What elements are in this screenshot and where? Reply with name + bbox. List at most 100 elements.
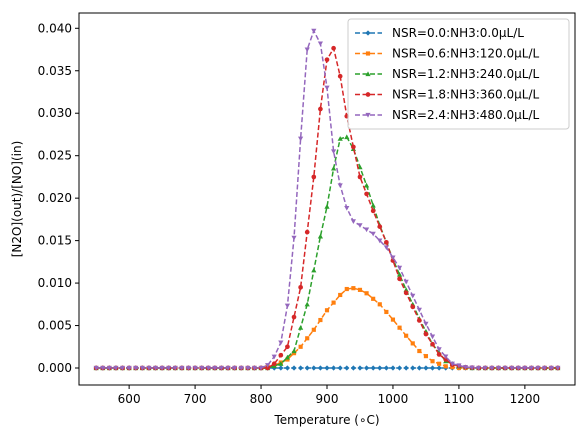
series-point	[331, 45, 336, 51]
series-point	[416, 365, 422, 371]
series-point	[370, 365, 376, 371]
series-point	[298, 365, 304, 371]
series-point	[397, 276, 402, 282]
series-point	[363, 365, 370, 371]
series-point	[291, 365, 297, 371]
series-point	[338, 292, 343, 298]
legend-marker	[365, 112, 371, 118]
series-point	[284, 354, 291, 360]
y-axis-title: [N2O](out)/[NO](in)	[10, 141, 24, 258]
series-point	[443, 354, 449, 360]
legend-marker	[365, 92, 371, 97]
series-point	[364, 291, 369, 296]
series-point	[133, 365, 139, 371]
series-point	[278, 361, 284, 366]
series-point	[238, 365, 244, 371]
series-point	[265, 365, 270, 371]
series-point	[166, 365, 172, 371]
series-point	[410, 341, 415, 346]
series-point	[284, 303, 291, 309]
series-point	[429, 365, 436, 371]
series-point	[185, 365, 192, 371]
series-point	[106, 365, 112, 371]
series-point	[363, 227, 370, 233]
series-point	[344, 134, 350, 140]
series-point	[318, 106, 323, 112]
series-point	[324, 365, 330, 371]
series-layer	[93, 28, 561, 371]
series-point	[377, 302, 382, 307]
series-point	[245, 365, 251, 371]
series-point	[232, 365, 238, 371]
series-point	[126, 365, 132, 371]
legend-label: NSR=1.2:NH3:240.0μL/L	[392, 67, 540, 81]
series-point	[357, 365, 363, 371]
series-point	[384, 239, 389, 245]
legend-label: NSR=0.6:NH3:120.0μL/L	[392, 47, 540, 61]
x-tick-label: 1200	[510, 392, 541, 406]
series-point	[423, 365, 429, 371]
y-tick-label: 0.005	[38, 319, 72, 333]
series-point	[251, 365, 258, 371]
series-point	[271, 354, 277, 360]
x-tick-label: 700	[184, 392, 207, 406]
series-point	[383, 365, 389, 371]
series-point	[351, 286, 356, 291]
series-point	[271, 365, 277, 371]
series-point	[417, 348, 422, 354]
y-tick-label: 0.025	[38, 149, 72, 163]
series-point	[311, 327, 316, 332]
series-point	[548, 365, 554, 371]
y-tick-label: 0.030	[38, 106, 72, 120]
series-point	[278, 352, 284, 358]
series-point	[429, 334, 436, 340]
series-point	[304, 301, 310, 307]
series-point	[410, 293, 416, 299]
series-point	[113, 365, 119, 371]
series-point	[278, 340, 284, 346]
y-axis: 0.000 0.005 0.010 0.015 0.020 0.025 0.030 0.035…	[38, 21, 79, 375]
series-point	[179, 365, 185, 371]
series-point	[515, 365, 521, 371]
series-point	[430, 359, 435, 364]
series-point	[278, 365, 284, 371]
series-point	[317, 41, 324, 47]
series-point	[311, 174, 317, 180]
series-point	[423, 331, 429, 337]
series-point	[324, 57, 330, 63]
series-point	[350, 219, 356, 224]
series-point	[311, 28, 317, 34]
series-point	[436, 352, 442, 357]
series-point	[344, 205, 350, 211]
series-point	[199, 365, 205, 371]
series-point	[410, 304, 416, 310]
series-point	[528, 365, 535, 371]
y-tick-label: 0.015	[38, 234, 72, 248]
series-point	[377, 365, 383, 371]
legend-item: NSR=1.8:NH3:360.0μL/L	[355, 88, 540, 102]
series-point	[330, 165, 337, 171]
series-point	[298, 136, 304, 142]
series-point	[384, 309, 389, 315]
legend-item: NSR=0.0:NH3:0.0μL/L	[355, 26, 524, 40]
series-point	[100, 365, 106, 371]
series-point	[330, 365, 337, 371]
series-point	[311, 267, 317, 273]
series-point	[443, 364, 448, 369]
series-point	[291, 351, 297, 356]
x-tick-label: 800	[250, 392, 273, 406]
series-point	[390, 317, 396, 322]
series-point	[377, 224, 383, 229]
series-point	[93, 365, 99, 371]
series-point	[284, 365, 291, 371]
series-point	[377, 238, 383, 244]
series-point	[337, 183, 343, 189]
series-point	[436, 347, 442, 352]
series-point	[317, 365, 324, 371]
series-point	[304, 365, 310, 371]
series-point	[318, 317, 323, 323]
series-point	[371, 296, 376, 301]
series-point	[509, 365, 515, 371]
series-point	[298, 344, 303, 349]
series-point	[337, 136, 343, 141]
